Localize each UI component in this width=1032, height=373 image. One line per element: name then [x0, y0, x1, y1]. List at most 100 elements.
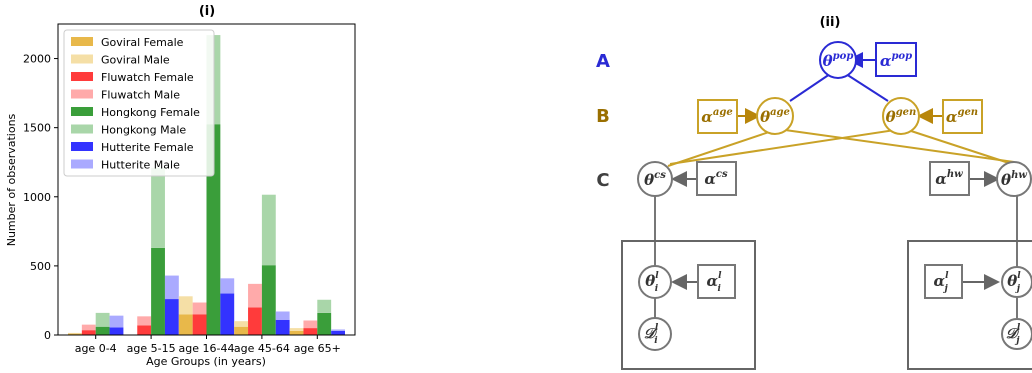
legend-label: Hutterite Male [101, 159, 180, 172]
y-tick-label: 2000 [23, 53, 51, 66]
alpha-cs-label: αcs [704, 169, 728, 188]
y-tick-label: 1000 [23, 191, 51, 204]
bar-fluwatch-female [137, 325, 152, 335]
x-tick-label: age 5-15 [127, 342, 176, 355]
bar-hutterite-female [109, 327, 124, 335]
x-axis-ticks: age 0-4 age 5-15 age 16-44 age 45-64 age 65+ [75, 335, 341, 355]
plate-j [907, 240, 1032, 370]
bar-hutterite-male [109, 315, 124, 328]
legend-label: Fluwatch Male [101, 89, 180, 102]
edge-gen-cs [669, 129, 896, 165]
bar-fluwatch-male [303, 320, 318, 329]
bar-hutterite-male [275, 311, 290, 320]
alpha-j-label: αl j [934, 271, 950, 294]
bar-fluwatch-female [192, 314, 207, 335]
legend-swatch [71, 54, 93, 64]
legend-swatch [71, 124, 93, 134]
legend: Goviral Female Goviral Male Fluwatch Femal… [63, 29, 215, 177]
bar-goviral-female [234, 326, 249, 335]
edge-pop-gen [845, 73, 889, 102]
plate-i [621, 240, 756, 370]
bar-goviral-female [178, 314, 193, 335]
diagram-title: (ii) [820, 15, 841, 30]
bar-goviral-male [68, 332, 82, 334]
node-data-j [1001, 318, 1032, 350]
bar-fluwatch-female [248, 307, 262, 335]
node-theta-cs [637, 161, 673, 197]
alpha-pop-label: αpop [880, 51, 912, 70]
bar-goviral-male [289, 328, 304, 331]
box-alpha-hw [929, 161, 970, 196]
box-alpha-cs [696, 161, 737, 196]
legend-label: Fluwatch Female [101, 71, 194, 84]
y-tick-label: 1500 [23, 122, 51, 135]
legend-label: Hongkong Male [101, 124, 186, 137]
chart-title: (i) [199, 4, 215, 19]
level-label-b: B [596, 106, 610, 127]
alpha-age-label: αage [701, 107, 732, 126]
theta-pop-label: θpop [823, 51, 854, 70]
bar-goviral-female [289, 330, 304, 335]
y-tick-label: 0 [44, 329, 51, 342]
bar-fluwatch-male [81, 324, 96, 331]
chart-panel: (i) 0 500 1000 1500 2000 age 0-4 age 5-15 age … [5, 4, 356, 368]
box-alpha-i [697, 264, 736, 299]
legend-swatch [71, 107, 93, 116]
bar-hongkong-female [151, 247, 165, 335]
y-axis-label: Number of observations [5, 113, 18, 246]
bar-fluwatch-female [303, 328, 318, 335]
theta-j-label: θl j [1007, 271, 1021, 294]
node-theta-pop [819, 41, 857, 79]
bar-hongkong-male [317, 299, 332, 313]
bar-fluwatch-male [137, 316, 152, 326]
bar-hutterite-male [220, 278, 235, 294]
node-theta-hw [996, 161, 1032, 197]
theta-i-label: θl i [645, 271, 659, 294]
node-theta-age [756, 97, 794, 135]
y-axis-ticks: 0 500 1000 1500 2000 [23, 53, 58, 342]
bar-hongkong-female [95, 326, 110, 335]
level-label-a: A [596, 51, 610, 72]
data-j-label: 𝒟l j [1006, 323, 1021, 346]
bar-hongkong-female [261, 265, 276, 335]
box-alpha-age [697, 99, 738, 134]
bar-hongkong-female [317, 312, 332, 335]
box-alpha-j [924, 264, 963, 299]
x-axis-label: Age Groups (in years) [146, 355, 266, 368]
level-label-c: C [596, 170, 609, 191]
edge-age-hw [784, 129, 1015, 163]
legend-swatch [71, 89, 93, 99]
legend-label: Hutterite Female [101, 141, 194, 154]
x-tick-label: age 65+ [294, 342, 341, 355]
legend-label: Hongkong Female [101, 106, 200, 119]
bar-fluwatch-female [81, 330, 96, 335]
bar-hutterite-male [164, 275, 179, 300]
edge-age-cs [667, 129, 776, 167]
theta-gen-label: θgen [886, 107, 917, 126]
legend-box [63, 29, 215, 177]
bar-goviral-male [178, 296, 193, 315]
bar-hongkong-male [261, 194, 276, 266]
bar-hongkong-male [95, 312, 110, 327]
alpha-hw-label: αhw [935, 169, 963, 188]
y-tick-label: 500 [30, 260, 51, 273]
data-i-label: 𝒟l i [644, 323, 659, 346]
legend-label: Goviral Female [101, 36, 184, 49]
box-alpha-pop [875, 42, 917, 77]
bar-hutterite-male [331, 329, 345, 331]
bar-hutterite-female [220, 293, 235, 335]
legend-swatch [71, 37, 93, 46]
node-theta-i [638, 265, 672, 299]
theta-hw-label: θhw [1001, 170, 1027, 189]
node-theta-gen [882, 97, 920, 135]
edge-pop-age [789, 73, 831, 102]
bar-hongkong-female [206, 124, 221, 335]
bar-fluwatch-male [248, 283, 262, 308]
bar-goviral-male [234, 321, 249, 327]
alpha-gen-label: αgen [946, 107, 978, 126]
theta-cs-label: θcs [644, 170, 666, 189]
bar-hutterite-female [331, 330, 345, 335]
edge-gen-hw [907, 129, 1016, 166]
diagram-panel: (ii) A B C θpop αpop αage [596, 15, 1032, 370]
node-data-i [638, 317, 672, 351]
